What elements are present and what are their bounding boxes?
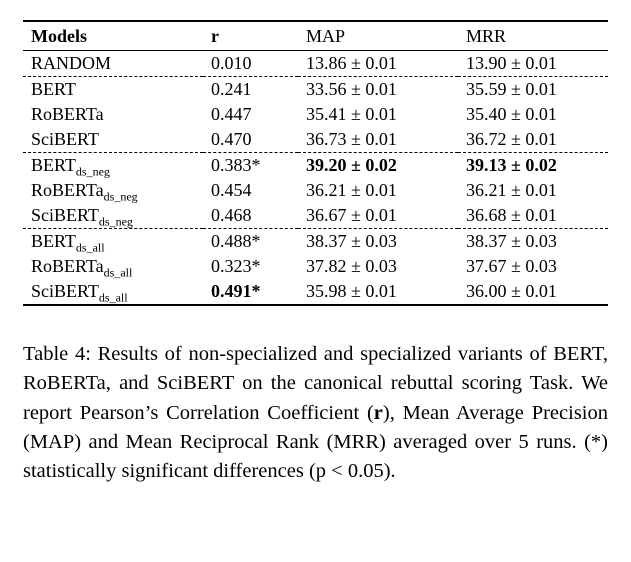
model-cell: RoBERTads_neg bbox=[23, 178, 203, 203]
caption-text: ), Mean Average Precision (MAP) and Mean… bbox=[23, 401, 608, 483]
model-subscript: ds_neg bbox=[98, 214, 133, 229]
r-cell: 0.241 bbox=[203, 76, 298, 102]
table-row: RoBERTads_all 0.323* 37.82 ± 0.03 37.67 ± 0… bbox=[23, 254, 608, 279]
table-row: RANDOM 0.010 13.86 ± 0.01 13.90 ± 0.01 bbox=[23, 51, 608, 77]
mrr-cell: 36.00 ± 0.01 bbox=[466, 281, 557, 301]
model-cell: RoBERTa bbox=[23, 102, 203, 127]
model-subscript: ds_neg bbox=[75, 164, 110, 179]
header-models: Models bbox=[23, 21, 203, 51]
map-cell: 13.86 ± 0.01 bbox=[306, 53, 397, 73]
model-name: RoBERTa bbox=[31, 104, 104, 124]
model-name: BERT bbox=[31, 231, 76, 251]
header-r: r bbox=[203, 21, 298, 51]
r-cell: 0.383* bbox=[203, 152, 298, 178]
mrr-cell: 35.40 ± 0.01 bbox=[466, 104, 557, 124]
mrr-cell: 38.37 ± 0.03 bbox=[458, 228, 608, 254]
table-row: RoBERTa 0.447 35.41 ± 0.01 35.40 ± 0.01 bbox=[23, 102, 608, 127]
model-name: SciBERT bbox=[31, 129, 99, 149]
map-cell: 35.98 ± 0.01 bbox=[306, 281, 397, 301]
r-cell: 0.491* bbox=[211, 281, 261, 301]
table-row: RoBERTads_neg 0.454 36.21 ± 0.01 36.21 ± 0.… bbox=[23, 178, 608, 203]
header-mrr: MRR bbox=[458, 21, 608, 51]
model-cell: RANDOM bbox=[23, 51, 203, 77]
map-cell: 36.73 ± 0.01 bbox=[306, 129, 397, 149]
caption-text: Table 4: Results of non-specialized and … bbox=[23, 343, 608, 424]
model-name: BERT bbox=[31, 155, 76, 175]
r-cell: 0.323* bbox=[211, 256, 261, 276]
table-row: SciBERTds_all 0.491* 35.98 ± 0.01 36.00 ± 0… bbox=[23, 279, 608, 305]
model-name: SciBERT bbox=[31, 281, 99, 301]
model-name: RANDOM bbox=[31, 53, 112, 73]
r-cell: 0.010 bbox=[211, 53, 252, 73]
mrr-cell: 36.68 ± 0.01 bbox=[466, 205, 557, 225]
mrr-cell: 39.13 ± 0.02 bbox=[458, 152, 608, 178]
table-row: SciBERT 0.470 36.73 ± 0.01 36.72 ± 0.01 bbox=[23, 127, 608, 153]
model-cell: BERT bbox=[23, 76, 203, 102]
map-cell: 39.20 ± 0.02 bbox=[298, 152, 458, 178]
model-subscript: ds_all bbox=[103, 265, 133, 280]
model-name: SciBERT bbox=[31, 205, 99, 225]
table-row: BERT 0.241 33.56 ± 0.01 35.59 ± 0.01 bbox=[23, 76, 608, 102]
r-cell: 0.468 bbox=[211, 205, 252, 225]
mrr-cell: 36.72 ± 0.01 bbox=[466, 129, 557, 149]
model-subscript: ds_neg bbox=[103, 189, 138, 204]
table-row: BERTds_neg 0.383* 39.20 ± 0.02 39.13 ± 0.02 bbox=[23, 152, 608, 179]
model-cell: SciBERTds_neg bbox=[23, 203, 203, 229]
caption-emphasis: r bbox=[373, 401, 383, 424]
model-subscript: ds_all bbox=[75, 240, 105, 255]
header-row: Models r MAP MRR bbox=[23, 21, 608, 51]
mrr-cell: 36.21 ± 0.01 bbox=[466, 180, 557, 200]
model-cell: RoBERTads_all bbox=[23, 254, 203, 279]
table-row: BERTds_all 0.488* 38.37 ± 0.03 38.37 ± 0.03 bbox=[23, 228, 608, 255]
map-cell: 33.56 ± 0.01 bbox=[298, 76, 458, 102]
model-cell: SciBERT bbox=[23, 127, 203, 153]
mrr-cell: 37.67 ± 0.03 bbox=[466, 256, 557, 276]
table-row: SciBERTds_neg 0.468 36.67 ± 0.01 36.68 ± 0.… bbox=[23, 203, 608, 229]
map-cell: 38.37 ± 0.03 bbox=[298, 228, 458, 254]
model-name: RoBERTa bbox=[31, 180, 104, 200]
model-cell: BERTds_neg bbox=[23, 152, 203, 179]
model-name: RoBERTa bbox=[31, 256, 104, 276]
r-cell: 0.470 bbox=[211, 129, 252, 149]
mrr-cell: 35.59 ± 0.01 bbox=[458, 76, 608, 102]
model-subscript: ds_all bbox=[98, 290, 128, 305]
map-cell: 36.67 ± 0.01 bbox=[306, 205, 397, 225]
table-header: Models r MAP MRR bbox=[23, 21, 608, 51]
table-body: RANDOM 0.010 13.86 ± 0.01 13.90 ± 0.01 BERT 0… bbox=[23, 51, 608, 306]
r-cell: 0.488* bbox=[203, 228, 298, 254]
map-cell: 37.82 ± 0.03 bbox=[306, 256, 397, 276]
model-cell: SciBERTds_all bbox=[23, 279, 203, 305]
model-cell: BERTds_all bbox=[23, 228, 203, 255]
r-cell: 0.447 bbox=[211, 104, 252, 124]
header-map: MAP bbox=[298, 21, 458, 51]
r-cell: 0.454 bbox=[211, 180, 252, 200]
caption: Table 4: Results of non-specialized and … bbox=[23, 340, 608, 487]
map-cell: 35.41 ± 0.01 bbox=[306, 104, 397, 124]
model-name: BERT bbox=[31, 79, 76, 99]
map-cell: 36.21 ± 0.01 bbox=[306, 180, 397, 200]
mrr-cell: 13.90 ± 0.01 bbox=[466, 53, 557, 73]
results-table: Models r MAP MRR RANDOM 0.010 13.86 ± 0.01… bbox=[23, 20, 608, 306]
